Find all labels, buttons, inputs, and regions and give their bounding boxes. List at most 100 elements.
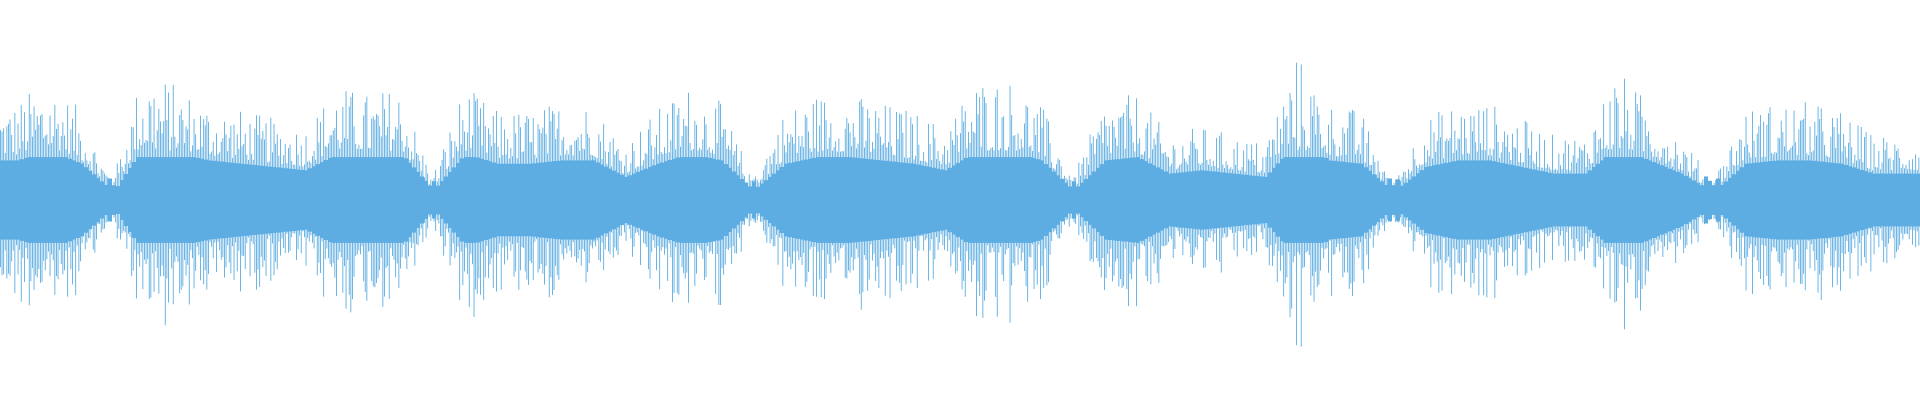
waveform-core-band [488,161,492,239]
waveform-core-band [1644,158,1648,242]
waveform-core-band [1212,171,1216,229]
waveform-core-band [344,157,348,243]
waveform-core-band [204,159,208,241]
waveform-core-band [100,181,104,219]
waveform-core-band [248,164,252,236]
waveform-core-band [1848,166,1852,234]
waveform-core-band [996,157,1000,243]
waveform-core-band [1628,157,1632,243]
waveform-core-band [1896,173,1900,227]
waveform-core-band [1828,162,1832,238]
waveform-core-band [1188,171,1192,229]
waveform-core-band [136,157,140,243]
waveform-core-band [4,160,8,240]
waveform-core-band [1648,160,1652,240]
waveform-core-band [1364,167,1368,233]
waveform-core-band [676,157,680,243]
waveform-core-band [608,168,612,232]
waveform-core-band [372,157,376,243]
waveform-core-band [1532,169,1536,231]
waveform-core-band [1072,181,1076,219]
waveform-core-band [544,162,548,238]
waveform-core-band [720,160,724,240]
waveform-core-band [528,163,532,237]
waveform-core-band [716,159,720,241]
waveform-core-band [196,157,200,243]
waveform-core-band [932,167,936,233]
waveform-core-band [1916,173,1920,227]
waveform-core-band [1564,173,1568,227]
waveform-core-band [1116,159,1120,241]
waveform-core-band [1112,159,1116,241]
waveform-core-band [1372,174,1376,226]
waveform-core-band [1580,173,1584,227]
waveform-core-band [556,160,560,240]
waveform-core-band [1032,157,1036,243]
waveform-core-band [1096,167,1100,233]
waveform-core-band [1608,157,1612,243]
waveform-core-band [1156,167,1160,233]
waveform-core-band [1676,171,1680,228]
waveform-core-band [216,161,220,239]
waveform-core-band [468,157,472,243]
waveform-core-band [224,162,228,238]
waveform-core-band [1556,173,1560,227]
waveform-core-band [1176,172,1180,228]
waveform-core-band [916,164,920,236]
waveform-core-band [1332,160,1336,240]
waveform-core-band [620,174,624,226]
waveform-core-band [1172,173,1176,227]
waveform-core-band [1632,157,1636,243]
waveform-core-band [644,168,648,232]
waveform-core-band [1012,157,1016,243]
waveform-core-band [1404,182,1408,218]
waveform-core-band [900,162,904,238]
waveform-core-band [128,168,132,232]
waveform-core-band [732,171,736,229]
waveform-core-band [1028,157,1032,243]
waveform-core-band [728,167,732,233]
waveform-core-band [148,157,152,243]
waveform-core-band [352,157,356,243]
waveform-core-band [888,161,892,239]
waveform-core-band [1548,172,1552,228]
waveform-core-band [492,162,496,238]
waveform-core-band [392,157,396,243]
waveform-core-band [1276,163,1280,237]
waveform-bars [0,62,1920,347]
waveform-core-band [596,162,600,238]
waveform-core-band [1160,169,1164,231]
waveform-core-band [1224,172,1228,228]
waveform-core-band [1304,157,1308,243]
waveform-core-band [1380,181,1384,219]
waveform-core-band [1148,163,1152,237]
waveform-core-band [1796,160,1800,240]
waveform-core-band [72,160,76,240]
waveform-core-band [164,157,168,243]
waveform-core-band [1168,173,1172,227]
waveform-core-band [272,167,276,233]
waveform-core-band [836,157,840,243]
waveform-core-band [364,157,368,243]
waveform-core-band [876,160,880,240]
waveform-core-band [1216,171,1220,228]
waveform-core-band [1004,157,1008,243]
waveform-core-band [436,185,440,215]
waveform-core-band [256,165,260,235]
waveform-core-band [284,168,288,232]
waveform-core-band [692,157,696,243]
waveform-core-band [1376,177,1380,223]
waveform-core-band [416,171,420,228]
waveform-core-band [24,157,28,243]
waveform-core-band [1196,170,1200,230]
waveform-core-band [1624,157,1628,243]
waveform-core-band [984,157,988,243]
waveform-core-band [428,185,432,215]
waveform-core-band [264,166,268,234]
waveform-core-band [108,178,112,222]
waveform-core-band [244,164,248,236]
waveform-core-band [376,157,380,243]
waveform-core-band [780,167,784,233]
waveform-core-band [192,157,196,243]
waveform-core-band [1340,161,1344,239]
